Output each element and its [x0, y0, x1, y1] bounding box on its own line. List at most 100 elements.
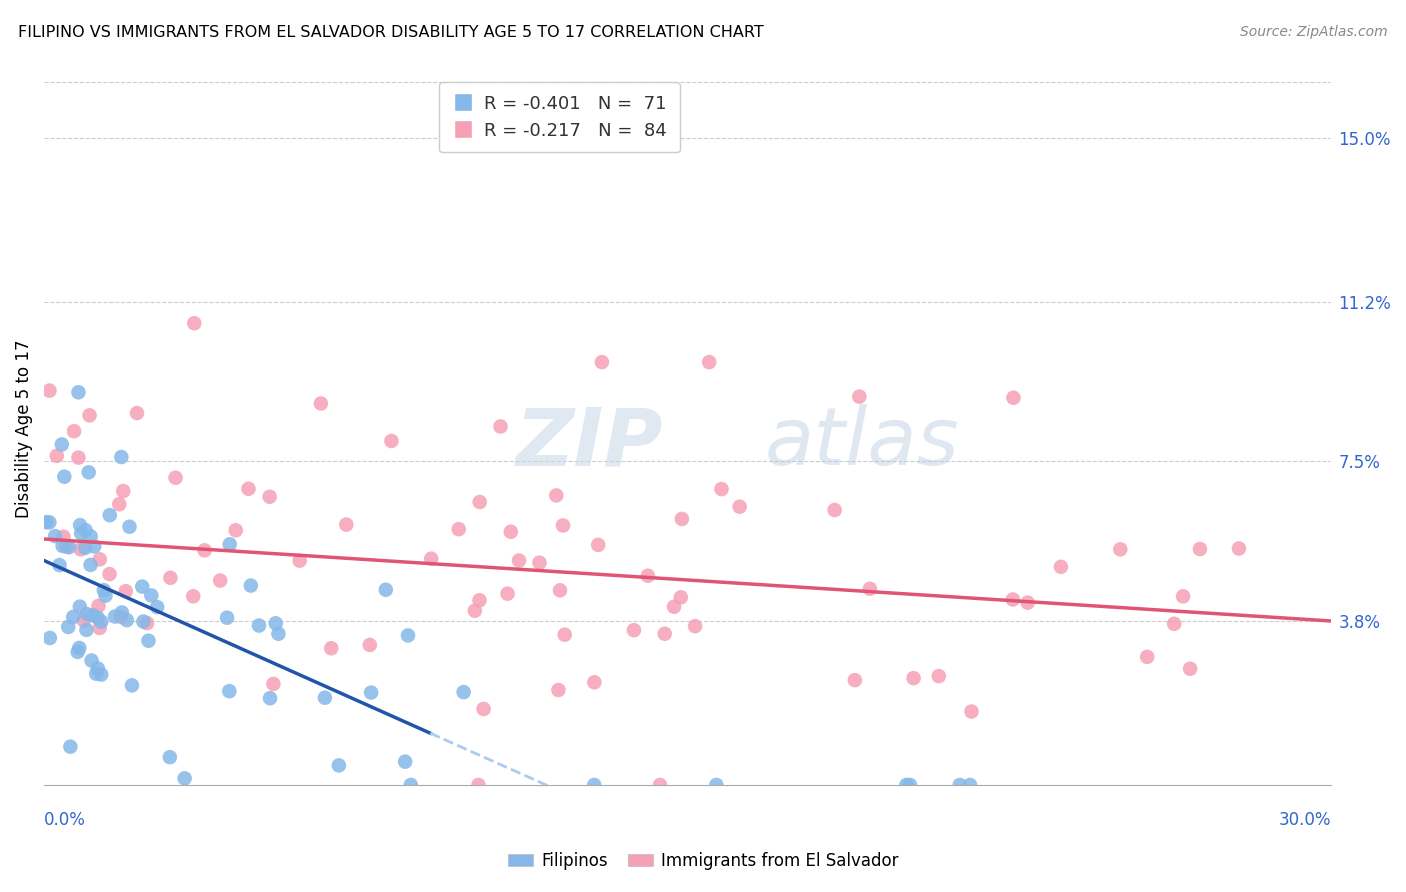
Point	[671, 512, 693, 526]
Point	[960, 705, 983, 719]
Point	[194, 543, 217, 558]
Point	[138, 633, 160, 648]
Point	[114, 584, 136, 599]
Point	[89, 621, 111, 635]
Point	[583, 675, 606, 690]
Point	[79, 409, 101, 423]
Point	[728, 500, 751, 514]
Point	[52, 539, 75, 553]
Point	[1171, 590, 1194, 604]
Text: Source: ZipAtlas.com: Source: ZipAtlas.com	[1240, 25, 1388, 39]
Point	[73, 614, 96, 628]
Point	[321, 641, 343, 656]
Point	[63, 424, 86, 438]
Point	[141, 589, 163, 603]
Point	[824, 503, 846, 517]
Point	[76, 623, 98, 637]
Point	[121, 678, 143, 692]
Point	[87, 599, 110, 613]
Point	[159, 571, 181, 585]
Point	[637, 568, 659, 582]
Point	[548, 583, 571, 598]
Point	[70, 526, 93, 541]
Point	[94, 589, 117, 603]
Point	[468, 495, 491, 509]
Point	[669, 591, 692, 605]
Point	[420, 551, 443, 566]
Point	[75, 541, 97, 555]
Point	[67, 450, 90, 465]
Point	[90, 615, 112, 629]
Point	[38, 631, 60, 645]
Point	[79, 558, 101, 572]
Point	[173, 772, 195, 786]
Point	[551, 518, 574, 533]
Point	[314, 690, 336, 705]
Point	[464, 604, 486, 618]
Point	[38, 384, 60, 398]
Point	[359, 638, 381, 652]
Point	[110, 450, 132, 464]
Point	[98, 567, 121, 582]
Point	[93, 583, 115, 598]
Point	[654, 626, 676, 640]
Point	[75, 523, 97, 537]
Point	[218, 537, 240, 551]
Point	[225, 523, 247, 537]
Point	[52, 530, 75, 544]
Point	[38, 516, 60, 530]
Point	[586, 538, 609, 552]
Point	[218, 684, 240, 698]
Point	[53, 469, 76, 483]
Point	[82, 608, 104, 623]
Point	[706, 778, 728, 792]
Text: 0.0%: 0.0%	[44, 811, 86, 829]
Point	[77, 466, 100, 480]
Point	[259, 490, 281, 504]
Point	[183, 316, 205, 330]
Point	[898, 778, 921, 792]
Point	[59, 739, 82, 754]
Point	[288, 554, 311, 568]
Point	[467, 778, 489, 792]
Point	[447, 522, 470, 536]
Legend: R = -0.401   N =  71, R = -0.217   N =  84: R = -0.401 N = 71, R = -0.217 N = 84	[439, 82, 681, 153]
Point	[267, 626, 290, 640]
Point	[132, 615, 155, 629]
Point	[146, 600, 169, 615]
Point	[112, 484, 135, 499]
Point	[44, 529, 66, 543]
Point	[35, 515, 58, 529]
Point	[69, 518, 91, 533]
Point	[84, 666, 107, 681]
Point	[58, 620, 80, 634]
Point	[86, 610, 108, 624]
Point	[554, 628, 576, 642]
Point	[239, 578, 262, 592]
Point	[262, 677, 284, 691]
Point	[844, 673, 866, 688]
Point	[104, 609, 127, 624]
Point	[67, 640, 90, 655]
Point	[623, 623, 645, 637]
Point	[238, 482, 260, 496]
Point	[309, 396, 332, 410]
Point	[69, 599, 91, 614]
Point	[115, 613, 138, 627]
Point	[62, 610, 84, 624]
Point	[489, 419, 512, 434]
Point	[453, 685, 475, 699]
Point	[76, 607, 98, 621]
Point	[83, 540, 105, 554]
Point	[374, 582, 396, 597]
Legend: Filipinos, Immigrants from El Salvador: Filipinos, Immigrants from El Salvador	[501, 846, 905, 877]
Y-axis label: Disability Age 5 to 17: Disability Age 5 to 17	[15, 340, 32, 518]
Point	[108, 497, 131, 511]
Point	[859, 582, 882, 596]
Point	[662, 599, 685, 614]
Text: atlas: atlas	[765, 404, 960, 483]
Point	[1002, 391, 1025, 405]
Point	[1017, 596, 1039, 610]
Point	[264, 616, 287, 631]
Point	[58, 540, 80, 554]
